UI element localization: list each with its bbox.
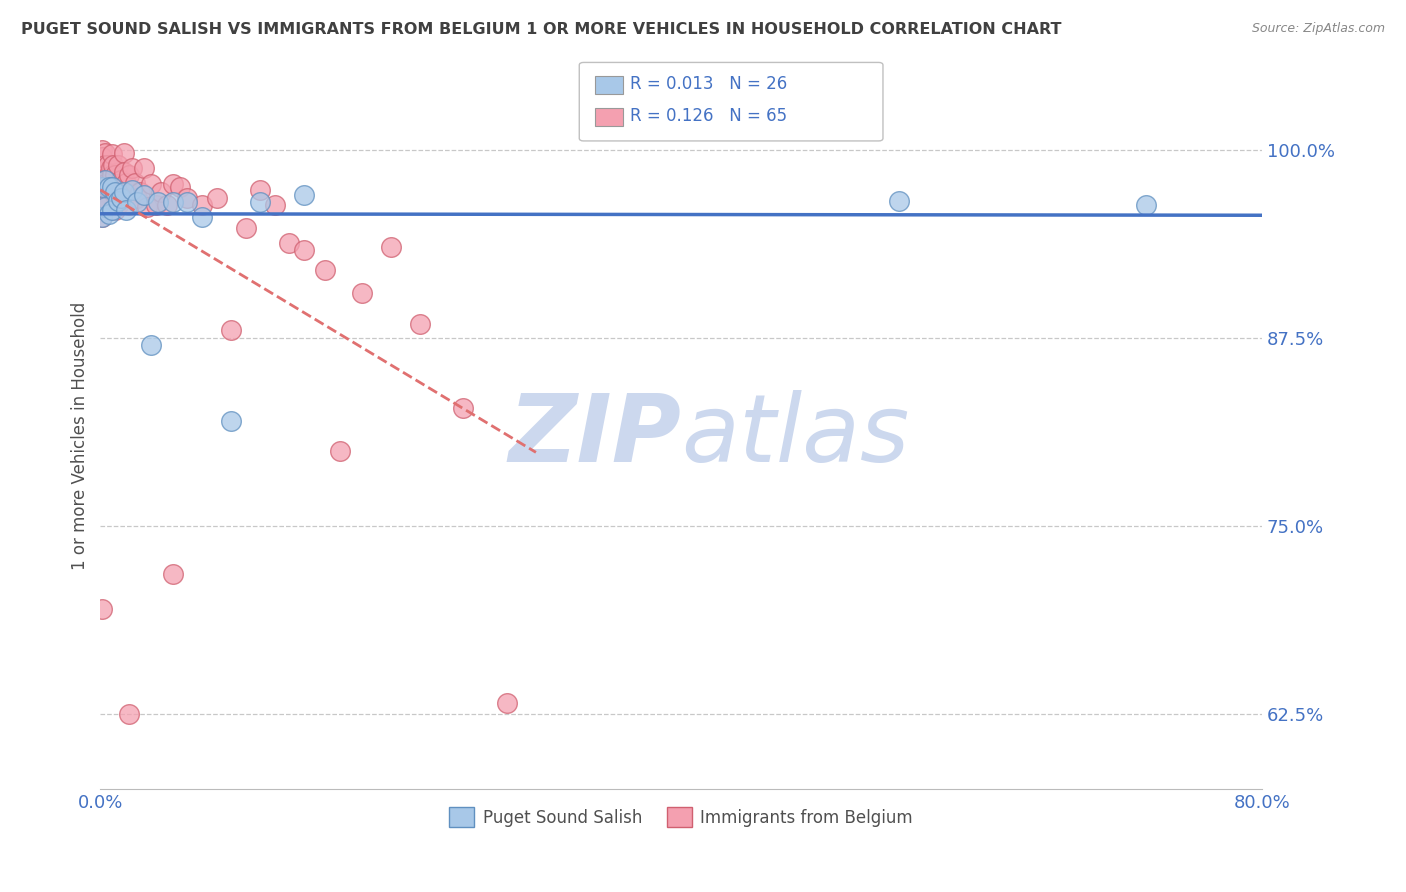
Point <box>409 317 432 331</box>
Point <box>278 235 301 250</box>
Text: R = 0.126   N = 65: R = 0.126 N = 65 <box>630 107 787 125</box>
Point <box>112 185 135 199</box>
Point <box>148 195 170 210</box>
Point <box>156 198 179 212</box>
Point <box>329 443 352 458</box>
Text: R = 0.013   N = 26: R = 0.013 N = 26 <box>630 75 787 93</box>
Point <box>176 191 198 205</box>
Point <box>90 601 112 615</box>
Point <box>118 168 141 182</box>
Point <box>1135 198 1157 212</box>
Point <box>150 185 173 199</box>
Point <box>314 263 336 277</box>
Point <box>93 178 115 192</box>
Point <box>90 150 112 164</box>
Point <box>350 285 373 300</box>
Text: ZIP: ZIP <box>508 390 681 482</box>
Point <box>90 168 112 182</box>
Text: atlas: atlas <box>681 390 910 481</box>
Point <box>97 178 120 192</box>
Point <box>101 180 124 194</box>
Point <box>110 191 132 205</box>
Point <box>90 143 112 157</box>
Point <box>93 200 115 214</box>
Point <box>90 185 112 199</box>
Point <box>118 198 141 212</box>
Point <box>93 195 115 210</box>
Point <box>145 198 167 212</box>
Point <box>90 192 112 206</box>
Point <box>103 158 125 172</box>
Point <box>121 183 143 197</box>
Point <box>121 161 143 175</box>
Point <box>496 697 519 711</box>
Point <box>162 567 184 582</box>
Point <box>141 178 163 192</box>
Point <box>128 185 150 199</box>
Point <box>141 338 163 352</box>
Point <box>93 185 115 199</box>
Point <box>162 178 184 192</box>
Point <box>104 168 127 182</box>
Point <box>90 178 112 192</box>
Legend: Puget Sound Salish, Immigrants from Belgium: Puget Sound Salish, Immigrants from Belg… <box>443 800 920 834</box>
Point <box>110 172 132 186</box>
Point <box>107 198 129 212</box>
Point <box>191 198 214 212</box>
Point <box>125 191 148 205</box>
Text: Source: ZipAtlas.com: Source: ZipAtlas.com <box>1251 22 1385 36</box>
Point <box>292 244 315 258</box>
Point <box>115 176 138 190</box>
Point <box>112 165 135 179</box>
Point <box>98 207 121 221</box>
Y-axis label: 1 or more Vehicles in Household: 1 or more Vehicles in Household <box>72 301 89 570</box>
Point <box>100 161 122 175</box>
Point <box>219 413 242 427</box>
Point <box>90 180 112 194</box>
Point <box>887 194 910 208</box>
Point <box>93 172 115 186</box>
Point <box>191 211 214 225</box>
Point <box>90 211 112 225</box>
Point <box>205 191 228 205</box>
Point <box>135 200 157 214</box>
Point <box>115 202 138 217</box>
Point <box>219 323 242 337</box>
Point <box>132 187 155 202</box>
Point <box>235 220 257 235</box>
Point <box>101 202 124 217</box>
Point <box>93 145 115 160</box>
Point <box>97 158 120 172</box>
Point <box>263 198 285 212</box>
Point <box>90 200 112 214</box>
Point <box>125 195 148 210</box>
Point <box>103 185 125 199</box>
Point <box>104 202 127 217</box>
Point <box>292 187 315 202</box>
Point <box>98 180 121 194</box>
Point <box>162 195 184 210</box>
Point <box>380 240 402 254</box>
Point <box>176 195 198 210</box>
Point <box>90 211 112 225</box>
Point <box>101 168 124 182</box>
Point <box>107 194 129 208</box>
Point <box>453 401 475 416</box>
Point <box>249 183 271 197</box>
Point <box>90 161 112 175</box>
Point <box>107 158 129 172</box>
Point <box>97 195 120 210</box>
Point <box>132 161 155 175</box>
Point <box>101 147 124 161</box>
Text: PUGET SOUND SALISH VS IMMIGRANTS FROM BELGIUM 1 OR MORE VEHICLES IN HOUSEHOLD CO: PUGET SOUND SALISH VS IMMIGRANTS FROM BE… <box>21 22 1062 37</box>
Point <box>169 180 191 194</box>
Point <box>124 176 146 190</box>
Point <box>118 706 141 721</box>
Point <box>104 185 127 199</box>
Point <box>93 168 115 182</box>
Point <box>107 178 129 192</box>
Point <box>112 145 135 160</box>
Point <box>93 158 115 172</box>
Point <box>249 195 271 210</box>
